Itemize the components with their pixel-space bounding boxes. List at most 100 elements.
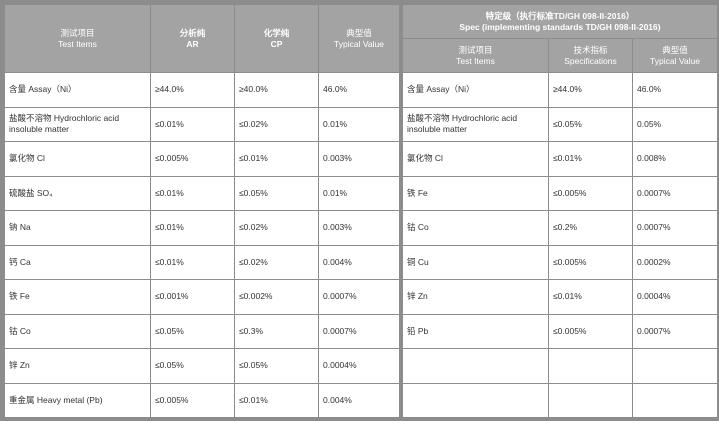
ar-value: ≤0.01% (150, 210, 235, 246)
header-typical-value: 典型值 Typical Value (632, 38, 718, 73)
cp-value: ≤0.3% (234, 313, 319, 349)
cp-value: ≤0.05% (234, 175, 319, 211)
typical-value: 0.01% (318, 175, 400, 211)
ar-value: ≤0.05% (150, 348, 235, 384)
test-item: 钙 Ca (4, 244, 151, 280)
table-row: 重金属 Heavy metal (Pb) ≤0.005% ≤0.01% 0.004% (4, 382, 400, 418)
table-row: 铁 Fe ≤0.001% ≤0.002% 0.0007% (4, 279, 400, 315)
grade-table-ar-cp: 测试项目 Test Items 分析纯 AR 化学纯 CP 典型值 Typical Va… (4, 4, 400, 418)
test-item: 钴 Co (4, 313, 151, 349)
typical-value: 46.0% (632, 72, 718, 108)
table-row: 钴 Co ≤0.2% 0.0007% (402, 210, 718, 246)
typical-value: 0.0007% (632, 175, 718, 211)
header-test-items: 测试项目 Test Items (4, 4, 151, 73)
test-item: 铁 Fe (4, 279, 151, 315)
test-item: 盐酸不溶物 Hydrochloric acid insoluble matter (4, 106, 151, 142)
spec-value: ≤0.01% (548, 141, 633, 177)
header-ar: 分析纯 AR (150, 4, 235, 73)
test-item: 锌 Zn (402, 279, 549, 315)
typical-value: 0.05% (632, 106, 718, 142)
typical-value: 46.0% (318, 72, 400, 108)
test-item: 铁 Fe (402, 175, 549, 211)
cp-value: ≥40.0% (234, 72, 319, 108)
table-row: 铜 Cu ≤0.005% 0.0002% (402, 244, 718, 280)
spec-value (548, 348, 633, 384)
ar-value: ≤0.01% (150, 106, 235, 142)
table-row: 盐酸不溶物 Hydrochloric acid insoluble matter… (4, 106, 400, 142)
test-item: 含量 Assay（Ni） (402, 72, 549, 108)
header-cp: 化学纯 CP (234, 4, 319, 73)
typical-value: 0.0007% (318, 279, 400, 315)
cp-value: ≤0.05% (234, 348, 319, 384)
spec-value: ≤0.2% (548, 210, 633, 246)
table-row: 氯化物 Cl ≤0.01% 0.008% (402, 141, 718, 177)
cp-value: ≤0.02% (234, 106, 319, 142)
spec-value: ≤0.005% (548, 175, 633, 211)
test-item (402, 382, 549, 418)
table-row: 硫酸盐 SO₄ ≤0.01% ≤0.05% 0.01% (4, 175, 400, 211)
cp-value: ≤0.01% (234, 382, 319, 418)
typical-value: 0.0007% (318, 313, 400, 349)
table-row: 锌 Zn ≤0.05% ≤0.05% 0.0004% (4, 348, 400, 384)
test-item: 氯化物 Cl (4, 141, 151, 177)
cp-value: ≤0.01% (234, 141, 319, 177)
ar-value: ≤0.001% (150, 279, 235, 315)
spec-value: ≥44.0% (548, 72, 633, 108)
ar-value: ≤0.05% (150, 313, 235, 349)
typical-value: 0.004% (318, 382, 400, 418)
test-item: 锌 Zn (4, 348, 151, 384)
typical-value: 0.0007% (632, 210, 718, 246)
table-row (402, 382, 718, 418)
typical-value: 0.008% (632, 141, 718, 177)
typical-value: 0.003% (318, 141, 400, 177)
typical-value: 0.004% (318, 244, 400, 280)
ar-value: ≤0.005% (150, 382, 235, 418)
test-item (402, 348, 549, 384)
header-typical-value: 典型值 Typical Value (318, 4, 400, 73)
cp-value: ≤0.02% (234, 244, 319, 280)
cp-value: ≤0.002% (234, 279, 319, 315)
typical-value: 0.01% (318, 106, 400, 142)
table-row: 钙 Ca ≤0.01% ≤0.02% 0.004% (4, 244, 400, 280)
header-specifications: 技术指标 Specifications (548, 38, 633, 73)
typical-value (632, 382, 718, 418)
table-row: 铁 Fe ≤0.005% 0.0007% (402, 175, 718, 211)
cp-value: ≤0.02% (234, 210, 319, 246)
ar-value: ≤0.01% (150, 175, 235, 211)
test-item: 钴 Co (402, 210, 549, 246)
table-row: 氯化物 Cl ≤0.005% ≤0.01% 0.003% (4, 141, 400, 177)
typical-value: 0.0004% (318, 348, 400, 384)
spec-value: ≤0.005% (548, 244, 633, 280)
test-item: 钠 Na (4, 210, 151, 246)
table-row: 含量 Assay（Ni） ≥44.0% 46.0% (402, 72, 718, 108)
test-item: 重金属 Heavy metal (Pb) (4, 382, 151, 418)
test-item: 氯化物 Cl (402, 141, 549, 177)
typical-value: 0.0004% (632, 279, 718, 315)
table-row (402, 348, 718, 384)
typical-value: 0.0002% (632, 244, 718, 280)
spec-value: ≤0.01% (548, 279, 633, 315)
ar-value: ≤0.005% (150, 141, 235, 177)
spec-value (548, 382, 633, 418)
test-item: 硫酸盐 SO₄ (4, 175, 151, 211)
test-item: 铜 Cu (402, 244, 549, 280)
table-row: 锌 Zn ≤0.01% 0.0004% (402, 279, 718, 315)
spec-title: 特定级（执行标准TD/GH 098-II-2016） Spec (implemen… (402, 4, 718, 39)
test-item: 盐酸不溶物 Hydrochloric acid insoluble matter (402, 106, 549, 142)
grade-table-spec: 特定级（执行标准TD/GH 098-II-2016） Spec (implemen… (402, 4, 718, 418)
typical-value: 0.0007% (632, 313, 718, 349)
typical-value: 0.003% (318, 210, 400, 246)
spec-value: ≤0.005% (548, 313, 633, 349)
typical-value (632, 348, 718, 384)
table-row: 盐酸不溶物 Hydrochloric acid insoluble matter… (402, 106, 718, 142)
table-row: 钠 Na ≤0.01% ≤0.02% 0.003% (4, 210, 400, 246)
table-row: 钴 Co ≤0.05% ≤0.3% 0.0007% (4, 313, 400, 349)
header-test-items: 测试项目 Test Items (402, 38, 549, 73)
table-row: 含量 Assay（Ni） ≥44.0% ≥40.0% 46.0% (4, 72, 400, 108)
test-item: 铅 Pb (402, 313, 549, 349)
ar-value: ≤0.01% (150, 244, 235, 280)
spec-value: ≤0.05% (548, 106, 633, 142)
table-row: 铅 Pb ≤0.005% 0.0007% (402, 313, 718, 349)
ar-value: ≥44.0% (150, 72, 235, 108)
test-item: 含量 Assay（Ni） (4, 72, 151, 108)
